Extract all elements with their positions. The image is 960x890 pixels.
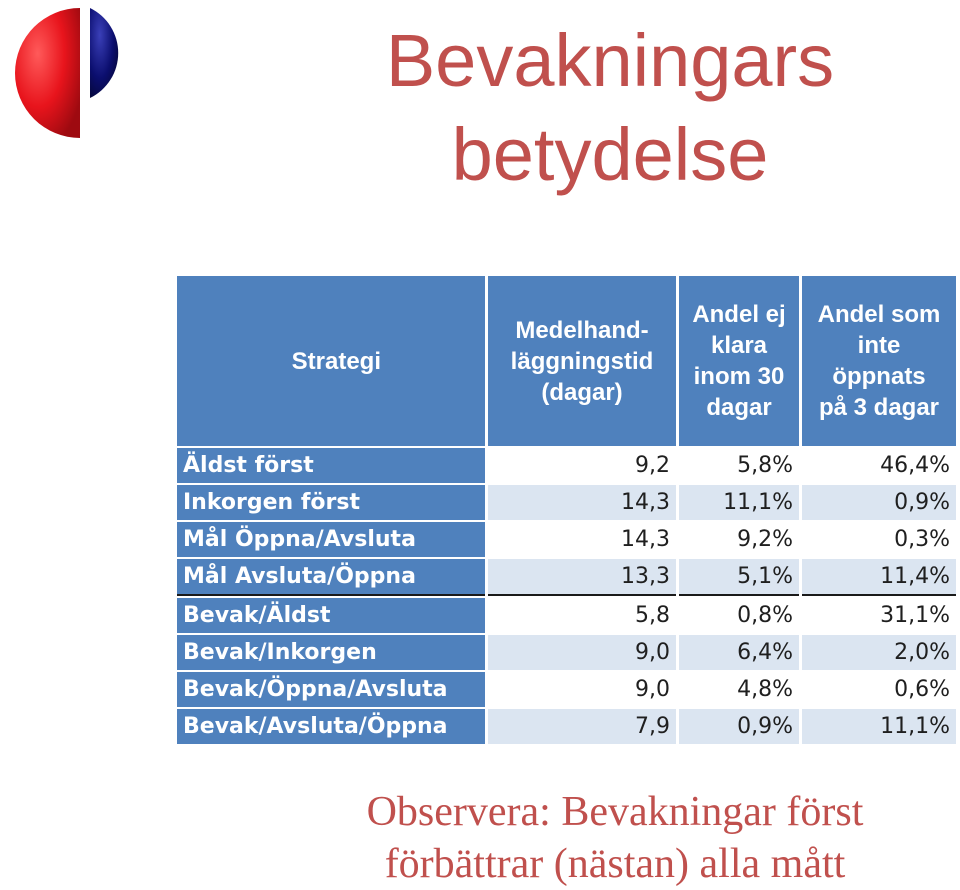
title-line-2: betydelse	[451, 113, 769, 196]
title-line-1: Bevakningars	[385, 19, 835, 102]
header-not-opened-3: Andel som inte öppnats på 3 dagar	[802, 276, 956, 446]
row-not-opened-3: 11,4%	[802, 559, 956, 596]
row-not-opened-3: 46,4%	[802, 448, 956, 483]
row-strategy: Bevak/Öppna/Avsluta	[177, 672, 485, 707]
row-not-opened-3: 11,1%	[802, 709, 956, 744]
row-not-done-30: 0,8%	[679, 598, 799, 633]
row-not-opened-3: 0,9%	[802, 485, 956, 520]
row-handling-time: 9,2	[488, 448, 676, 483]
row-not-done-30: 0,9%	[679, 709, 799, 744]
row-strategy: Bevak/Inkorgen	[177, 635, 485, 670]
table-row: Bevak/Äldst 5,8 0,8% 31,1%	[177, 598, 956, 633]
row-strategy: Mål Avsluta/Öppna	[177, 559, 485, 596]
row-not-done-30: 11,1%	[679, 485, 799, 520]
footnote-line-1: Observera: Bevakningar först	[366, 789, 864, 835]
row-not-done-30: 4,8%	[679, 672, 799, 707]
row-handling-time: 5,8	[488, 598, 676, 633]
row-strategy: Äldst först	[177, 448, 485, 483]
row-handling-time: 9,0	[488, 672, 676, 707]
row-not-opened-3: 0,6%	[802, 672, 956, 707]
row-handling-time: 7,9	[488, 709, 676, 744]
table-row: Mål Avsluta/Öppna 13,3 5,1% 11,4%	[177, 559, 956, 596]
row-strategy: Inkorgen först	[177, 485, 485, 520]
table-row: Bevak/Avsluta/Öppna 7,9 0,9% 11,1%	[177, 709, 956, 744]
row-strategy: Bevak/Avsluta/Öppna	[177, 709, 485, 744]
table-row: Mål Öppna/Avsluta 14,3 9,2% 0,3%	[177, 522, 956, 557]
results-table: Strategi Medelhand- läggningstid (dagar)…	[174, 274, 959, 746]
row-not-opened-3: 2,0%	[802, 635, 956, 670]
header-strategy: Strategi	[177, 276, 485, 446]
footnote-line-2: förbättrar (nästan) alla mått	[384, 841, 846, 887]
logo-icon	[15, 8, 119, 138]
row-strategy: Mål Öppna/Avsluta	[177, 522, 485, 557]
header-not-done-30: Andel ej klara inom 30 dagar	[679, 276, 799, 446]
row-not-done-30: 9,2%	[679, 522, 799, 557]
row-not-done-30: 5,8%	[679, 448, 799, 483]
page-title: Bevakningars betydelse	[300, 14, 920, 202]
row-handling-time: 13,3	[488, 559, 676, 596]
row-not-opened-3: 0,3%	[802, 522, 956, 557]
footnote: Observera: Bevakningar först förbättrar …	[300, 786, 930, 890]
table-row: Äldst först 9,2 5,8% 46,4%	[177, 448, 956, 483]
header-handling-time: Medelhand- läggningstid (dagar)	[488, 276, 676, 446]
table-row: Bevak/Öppna/Avsluta 9,0 4,8% 0,6%	[177, 672, 956, 707]
row-handling-time: 9,0	[488, 635, 676, 670]
row-handling-time: 14,3	[488, 485, 676, 520]
row-strategy: Bevak/Äldst	[177, 598, 485, 633]
row-not-done-30: 5,1%	[679, 559, 799, 596]
header-row: Strategi Medelhand- läggningstid (dagar)…	[177, 276, 956, 446]
table-row: Bevak/Inkorgen 9,0 6,4% 2,0%	[177, 635, 956, 670]
row-not-done-30: 6,4%	[679, 635, 799, 670]
row-handling-time: 14,3	[488, 522, 676, 557]
table-row: Inkorgen först 14,3 11,1% 0,9%	[177, 485, 956, 520]
row-not-opened-3: 31,1%	[802, 598, 956, 633]
